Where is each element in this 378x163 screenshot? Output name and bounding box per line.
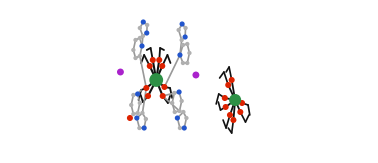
Circle shape (138, 101, 142, 105)
Circle shape (181, 61, 185, 65)
Circle shape (141, 19, 146, 25)
Circle shape (161, 84, 167, 90)
Circle shape (149, 73, 163, 87)
Circle shape (139, 43, 144, 49)
Circle shape (156, 57, 162, 63)
Circle shape (159, 63, 165, 69)
Circle shape (137, 126, 142, 130)
Circle shape (136, 111, 140, 115)
Circle shape (127, 115, 133, 121)
Circle shape (147, 63, 153, 69)
Circle shape (173, 110, 177, 114)
Circle shape (229, 77, 235, 83)
Circle shape (129, 103, 133, 107)
Circle shape (144, 30, 149, 36)
Circle shape (177, 52, 183, 58)
Circle shape (223, 104, 229, 110)
Circle shape (180, 99, 184, 103)
Circle shape (185, 42, 189, 46)
Circle shape (184, 116, 189, 120)
Circle shape (180, 38, 184, 42)
Circle shape (237, 109, 243, 115)
Circle shape (144, 117, 148, 121)
Circle shape (177, 89, 182, 95)
Circle shape (182, 125, 187, 131)
Circle shape (117, 69, 124, 75)
Circle shape (177, 109, 182, 113)
Circle shape (131, 93, 136, 97)
Circle shape (135, 91, 140, 97)
Circle shape (170, 101, 174, 105)
Circle shape (138, 26, 142, 30)
Circle shape (131, 48, 136, 52)
Circle shape (185, 61, 189, 65)
Circle shape (227, 112, 233, 118)
Circle shape (187, 51, 192, 55)
Circle shape (134, 115, 139, 121)
Circle shape (231, 117, 236, 123)
Circle shape (225, 82, 231, 88)
Circle shape (145, 23, 149, 27)
Circle shape (172, 91, 177, 95)
Circle shape (133, 38, 138, 42)
Circle shape (175, 115, 180, 121)
Circle shape (181, 110, 186, 114)
Circle shape (143, 85, 149, 91)
Circle shape (138, 36, 142, 40)
Circle shape (183, 34, 188, 40)
Circle shape (141, 34, 145, 38)
Circle shape (181, 43, 185, 47)
Circle shape (222, 95, 228, 101)
Circle shape (142, 125, 147, 131)
Circle shape (178, 126, 182, 130)
Circle shape (239, 100, 245, 106)
Circle shape (150, 57, 156, 63)
Circle shape (183, 26, 188, 30)
Circle shape (192, 72, 199, 78)
Circle shape (131, 112, 136, 116)
Circle shape (229, 94, 241, 106)
Circle shape (180, 21, 185, 27)
Circle shape (138, 54, 142, 58)
Circle shape (160, 93, 166, 99)
Circle shape (177, 28, 181, 32)
Circle shape (140, 111, 144, 115)
Circle shape (145, 93, 151, 99)
Circle shape (133, 56, 138, 60)
